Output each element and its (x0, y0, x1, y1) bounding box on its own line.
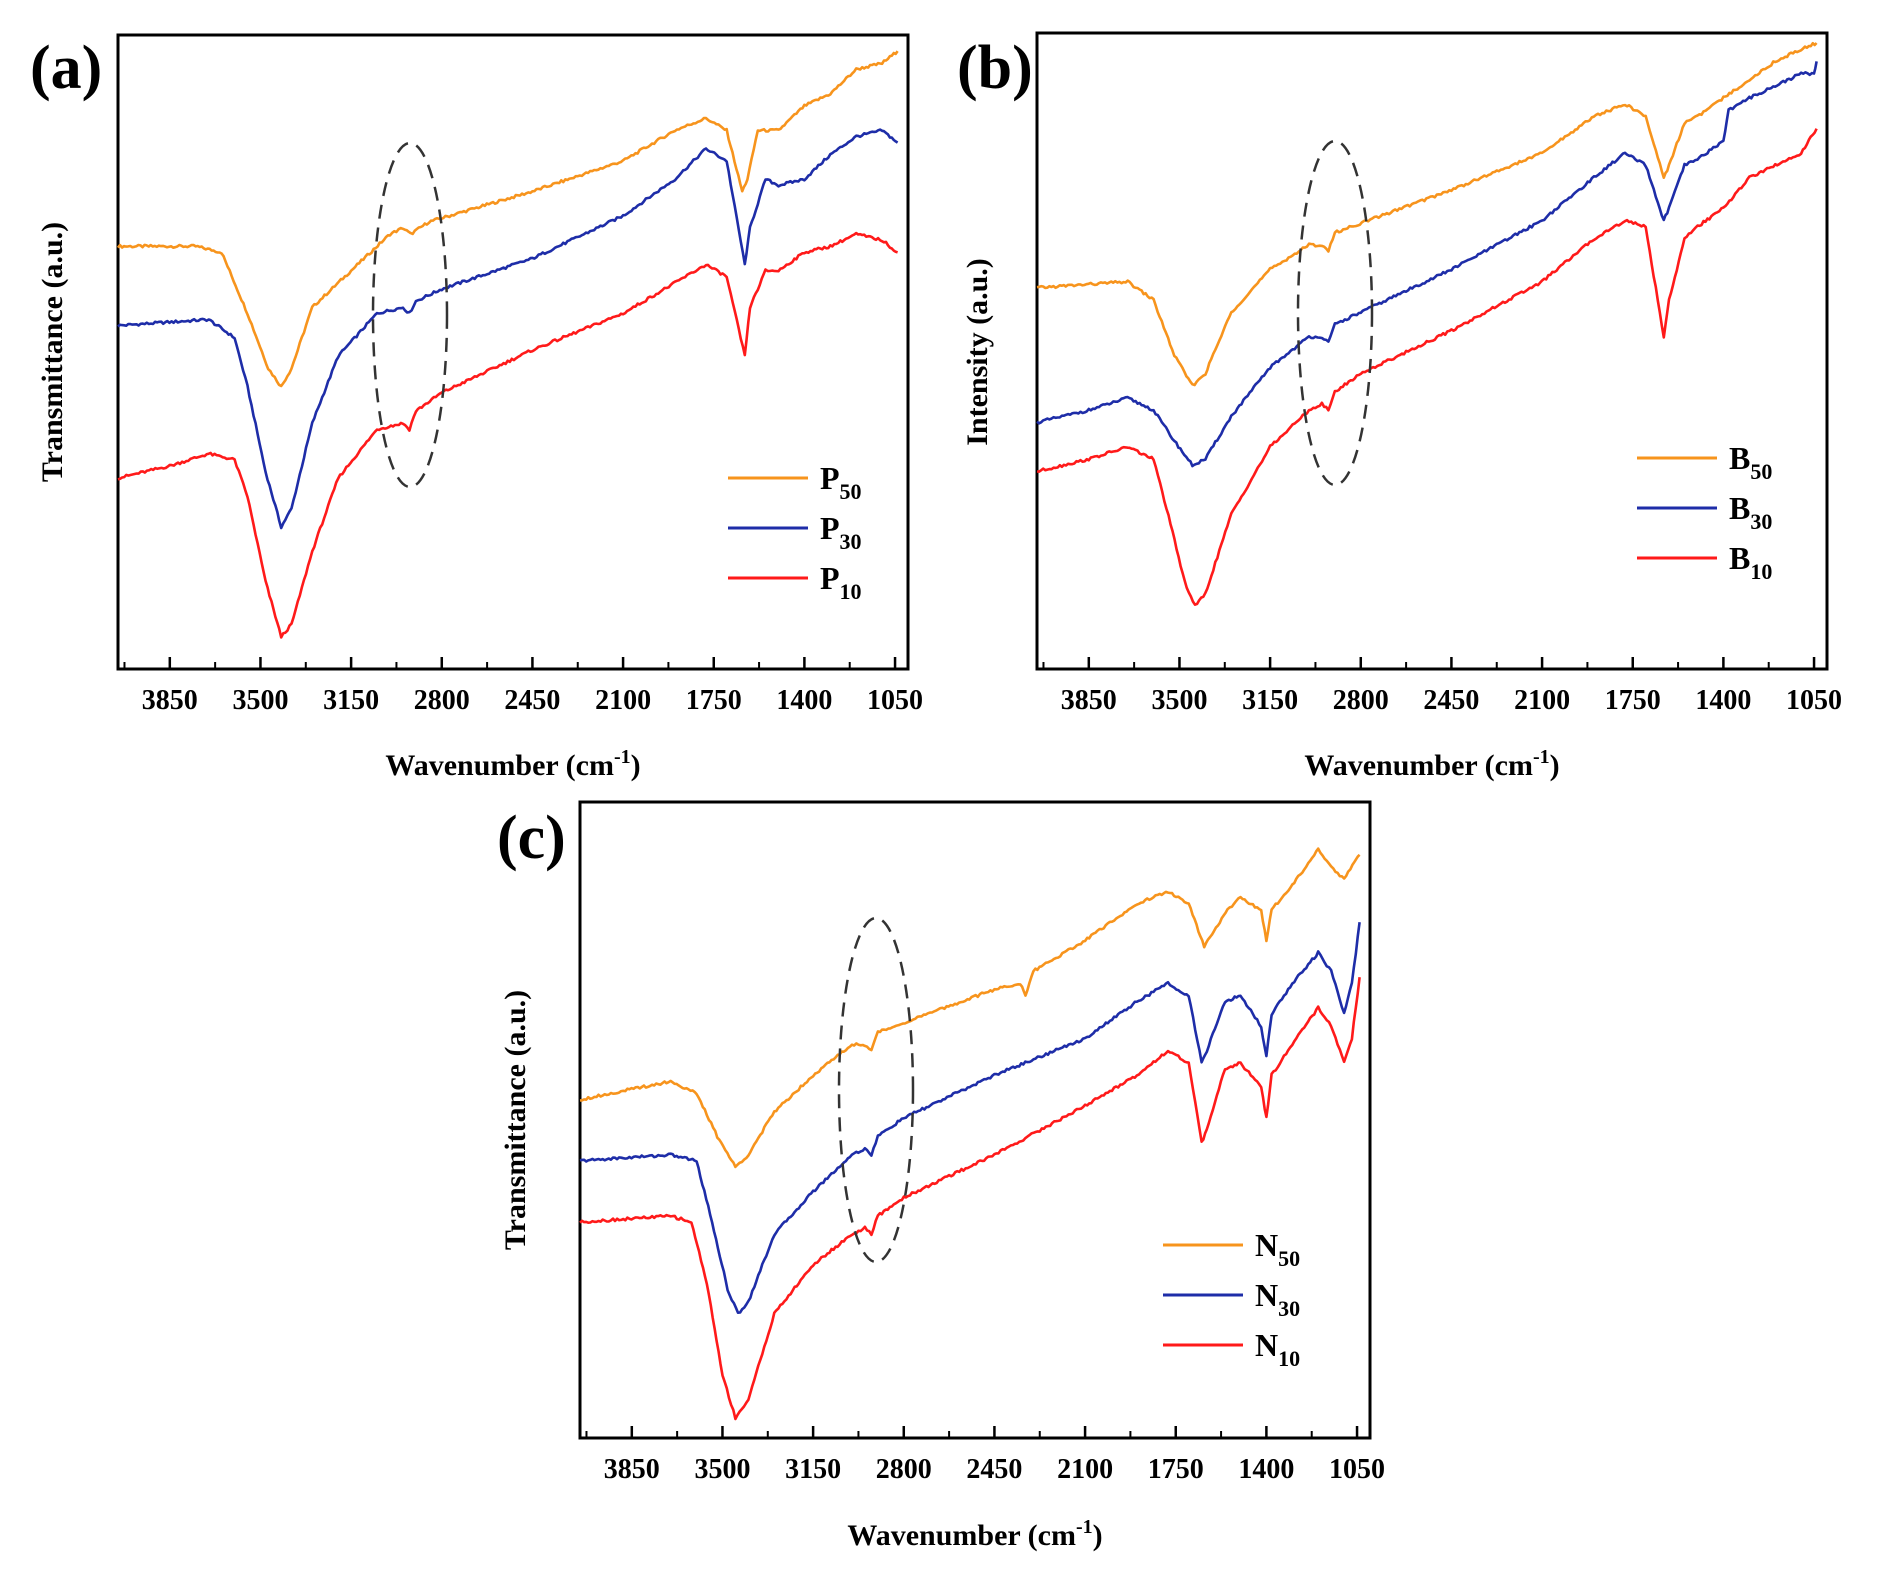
series-line-n10 (579, 977, 1361, 1421)
series-line-n30 (579, 922, 1361, 1314)
legend-label-b50: B50 (1729, 440, 1772, 484)
series-line-b10 (1036, 128, 1818, 606)
x-tick-label: 1050 (1786, 685, 1842, 716)
legend-label-b30: B30 (1729, 490, 1772, 534)
x-tick-label: 2100 (595, 685, 651, 716)
series-line-p10 (117, 231, 898, 639)
y-axis-title: Intensity (a.u.) (961, 258, 994, 446)
panel-b: 3850 3500 3150 2800 2450 2100 1750 1400 1050 (b) W… (957, 31, 1842, 782)
x-tick-label: 2100 (1057, 1454, 1113, 1485)
y-axis-title: Transmittance (a.u.) (36, 222, 69, 482)
x-tick-label: 3850 (1061, 685, 1117, 716)
x-tick-label: 3500 (1151, 685, 1207, 716)
dashed-ellipse-annotation (837, 916, 915, 1264)
legend-label-p30: P30 (820, 510, 862, 554)
x-tick-label: 3500 (694, 1454, 750, 1485)
series-line-p50 (116, 50, 899, 388)
plot-frame (578, 800, 1372, 1440)
panel-letter: (c) (497, 804, 566, 872)
x-tick-label: 1400 (1695, 685, 1751, 716)
x-axis-title: Wavenumber (cm-1) (385, 746, 640, 782)
series-line-b30 (1036, 61, 1818, 468)
plot-frame (116, 33, 910, 671)
x-tick-label: 1050 (1329, 1454, 1385, 1485)
x-tick-label: 3850 (142, 685, 198, 716)
plot-frame (1035, 31, 1829, 671)
x-tick-label: 3850 (604, 1454, 660, 1485)
legend-label-p50: P50 (820, 460, 862, 504)
x-tick-label: 1750 (686, 685, 742, 716)
legend-label-n50: N50 (1255, 1227, 1300, 1271)
panel-letter: (a) (30, 34, 102, 102)
legend-label-n30: N30 (1255, 1277, 1300, 1321)
x-tick-label: 2450 (504, 685, 560, 716)
series-line-n50 (579, 847, 1361, 1169)
panel-a: 3850 3500 3150 2800 2450 2100 1750 1400 1050 (a) W… (30, 33, 923, 782)
x-tick-label: 1750 (1148, 1454, 1204, 1485)
x-tick-label: 1750 (1605, 685, 1661, 716)
x-tick-label: 3500 (232, 685, 288, 716)
dashed-ellipse-annotation (1296, 139, 1374, 487)
panel-c: 3850 3500 3150 2800 2450 2100 1750 1400 1050 (c) W… (497, 800, 1385, 1552)
legend-label-b10: B10 (1729, 540, 1772, 584)
x-tick-label: 2800 (414, 685, 470, 716)
x-tick-label: 3150 (1242, 685, 1298, 716)
x-tick-label: 2800 (876, 1454, 932, 1485)
series-line-b50 (1036, 41, 1818, 387)
x-tick-label: 2100 (1514, 685, 1570, 716)
x-tick-label: 1400 (1238, 1454, 1294, 1485)
x-tick-label: 2800 (1333, 685, 1389, 716)
x-tick-label: 2450 (1423, 685, 1479, 716)
x-tick-label: 1050 (867, 685, 923, 716)
x-tick-label: 3150 (323, 685, 379, 716)
x-axis-title: Wavenumber (cm-1) (1304, 746, 1559, 782)
legend-label-p10: P10 (820, 560, 862, 604)
panel-letter: (b) (957, 34, 1033, 102)
series-line-p30 (117, 128, 899, 530)
legend-label-n10: N10 (1255, 1327, 1300, 1371)
x-tick-label: 2450 (966, 1454, 1022, 1485)
y-axis-title: Transmittance (a.u.) (499, 990, 532, 1250)
x-tick-label: 3150 (785, 1454, 841, 1485)
dashed-ellipse-annotation (371, 141, 449, 489)
x-axis-title: Wavenumber (cm-1) (847, 1516, 1102, 1552)
x-tick-label: 1400 (776, 685, 832, 716)
